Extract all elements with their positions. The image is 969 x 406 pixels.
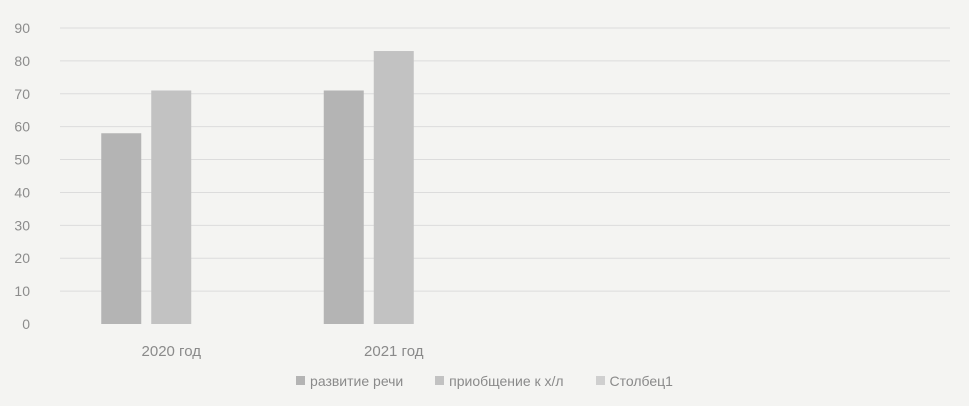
legend-item-series-2: приобщение к х/л xyxy=(435,372,564,389)
bar-1-series-1 xyxy=(101,133,142,324)
y-tick-label: 10 xyxy=(14,283,30,299)
legend-item-series-3: Столбец1 xyxy=(595,372,673,389)
legend-label-series-1: развитие речи xyxy=(310,372,404,389)
y-tick-label: 70 xyxy=(14,86,30,102)
y-tick-label: 90 xyxy=(14,20,30,36)
legend: развитие речи приобщение к х/л Столбец1 xyxy=(0,372,969,389)
legend-swatch-series-3 xyxy=(595,376,605,385)
y-tick-label: 20 xyxy=(14,250,30,266)
bar-2-series-2 xyxy=(373,51,414,325)
x-tick-label: 2021 год xyxy=(364,343,424,360)
legend-item-series-1: развитие речи xyxy=(296,373,403,389)
legend-label-series-2: приобщение к х/л xyxy=(449,372,564,389)
legend-swatch-series-2 xyxy=(435,376,445,385)
y-tick-label: 40 xyxy=(14,184,30,200)
bar-2-series-1 xyxy=(323,90,364,324)
y-tick-label: 80 xyxy=(14,53,30,69)
x-tick-label: 2020 год xyxy=(142,343,202,360)
y-tick-label: 0 xyxy=(22,316,30,332)
legend-label-series-3: Столбец1 xyxy=(609,372,673,389)
y-tick-label: 50 xyxy=(14,152,30,168)
bar-1-series-2 xyxy=(151,90,192,324)
legend-swatch-series-1 xyxy=(296,376,306,385)
y-tick-label: 30 xyxy=(14,217,30,233)
y-tick-label: 60 xyxy=(14,119,30,135)
